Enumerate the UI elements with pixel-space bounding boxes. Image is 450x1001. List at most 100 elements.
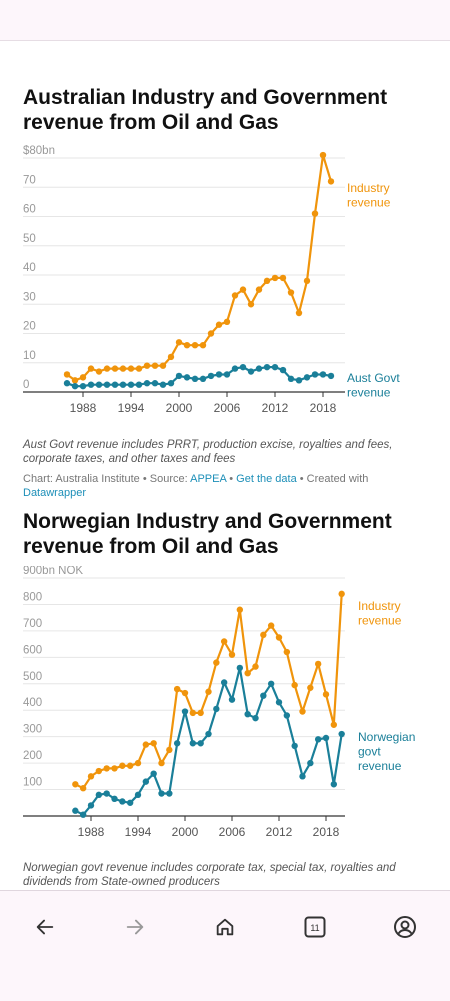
datawrapper-link[interactable]: Datawrapper	[23, 487, 86, 499]
chart2-series-govt-point	[87, 802, 95, 809]
chart2-series-govt-point	[150, 770, 157, 777]
tabs-button[interactable]: 11	[293, 905, 337, 949]
chart2-x-tick-label: 2018	[313, 825, 340, 839]
chart2-y-tick-label: 600	[23, 644, 42, 656]
chart1-series-govt-point	[295, 377, 303, 384]
chart1-series-govt-point	[271, 363, 279, 371]
chart1-series-industry-point	[151, 362, 159, 369]
chart1-series-govt-point	[143, 380, 151, 387]
credit-prefix: Chart: Australia Institute • Source:	[23, 473, 191, 485]
chart1-series-govt-point	[95, 381, 103, 388]
chart2-series-industry-point	[119, 762, 126, 769]
browser-bottom-nav: 11	[0, 890, 450, 1001]
chart1-series-industry-point	[223, 318, 231, 325]
chart2-series-govt-point	[275, 699, 283, 706]
chart2-series-govt-label: revenue	[358, 759, 402, 773]
chart1-series-govt-point	[303, 374, 311, 381]
chart2-series-industry-point	[283, 648, 291, 656]
chart2-x-tick-label: 1988	[78, 825, 105, 839]
chart1-series-industry-point	[71, 377, 79, 384]
chart2-y-tick-label: 400	[23, 697, 42, 709]
chart1-series-govt-point	[159, 381, 167, 388]
chart1-series-govt-point	[103, 381, 111, 388]
chart1-series-govt-point	[207, 372, 215, 380]
chart2-series-govt-point	[197, 740, 204, 747]
chart1-series-industry-point	[287, 289, 295, 296]
chart2-series-govt-point	[189, 740, 197, 747]
chart1-y-tick-label: 50	[23, 233, 36, 245]
chart2-series-govt-point	[322, 734, 330, 742]
chart2-series-industry-point	[322, 691, 330, 698]
chart2-series-industry-point	[299, 708, 306, 715]
chart1-series-govt-point	[199, 375, 207, 383]
chart1-series-govt-point	[279, 366, 287, 374]
chart2-series-govt-point	[252, 714, 259, 722]
chart1-series-govt-point	[167, 380, 175, 387]
chart1-x-tick-label: 2012	[262, 401, 289, 415]
chart2-y-tick-label: 800	[23, 591, 42, 603]
chart2-y-tick-label: 100	[23, 777, 42, 789]
chart2-series-industry-point	[314, 660, 322, 668]
chart2-series-govt-point	[103, 790, 110, 797]
chart2-series-govt-point	[79, 811, 87, 818]
chart1-series-industry-point	[63, 371, 71, 378]
chart1-title: Australian Industry and Government reven…	[23, 86, 388, 134]
chart2-plot: 900bn NOK 800 700 600 500 400 300 200 100 1988 199…	[23, 566, 415, 839]
chart1-series-industry-point	[135, 365, 143, 372]
chart2-series-govt-point	[158, 790, 165, 797]
chart1-series-industry-point	[263, 277, 271, 285]
chart2-x-tick-label: 2006	[219, 825, 246, 839]
chart2-note: Norwegian govt revenue includes corporat…	[23, 862, 396, 888]
chart2-x-tick-label: 2000	[172, 825, 199, 839]
tabs-count: 11	[310, 923, 319, 933]
chart1-series-govt-point	[135, 381, 143, 388]
chart1-series-govt-point	[87, 381, 95, 388]
chart1-series-industry-point	[279, 274, 287, 282]
chart2-series-govt-point	[142, 778, 150, 785]
chart1-series-industry-point	[183, 342, 191, 349]
chart1-y-tick-label: 0	[23, 379, 29, 391]
chart2-series-industry-point	[197, 709, 204, 717]
chart2-series-govt-point	[283, 712, 291, 719]
chart1-series-industry-point	[175, 339, 183, 346]
chart2-series-industry-point	[330, 721, 338, 728]
chart1-series-industry-point	[111, 365, 119, 372]
chart2-series-govt-point	[111, 795, 118, 803]
chart2-series-industry-point	[126, 762, 134, 769]
chart1-series-industry-point	[215, 321, 223, 328]
home-button[interactable]	[203, 905, 247, 949]
chart2-series-industry-point	[181, 689, 189, 697]
chart1-series-govt-point	[239, 363, 247, 371]
chart1-series-industry-point	[207, 330, 215, 337]
chart1-y-tick-label: 40	[23, 262, 36, 274]
chart1-series-industry-point	[271, 274, 279, 282]
forward-button[interactable]	[113, 905, 157, 949]
chart2-series-industry-point	[267, 622, 275, 629]
account-button[interactable]	[383, 905, 427, 949]
back-button[interactable]	[23, 905, 67, 949]
chart1-series-govt-point	[287, 375, 295, 383]
chart1-series-industry-point	[247, 301, 255, 308]
chart2-series-govt-label: govt	[358, 745, 381, 759]
chart1-series-industry-point	[303, 277, 311, 285]
source-link[interactable]: APPEA	[190, 473, 227, 485]
chart2-series-industry-point	[134, 759, 142, 767]
chart2-series-industry-point	[166, 746, 173, 754]
chart1-series-industry-point	[143, 362, 151, 369]
chart1-series-industry-point	[311, 210, 319, 217]
chart2-title: Norwegian Industry and Government revenu…	[23, 510, 392, 558]
chart2-series-govt-point	[213, 705, 220, 713]
chart1-series-industry-label: revenue	[347, 196, 391, 210]
chart2-series-industry-point	[338, 590, 345, 598]
chart2-series-industry-point	[150, 740, 157, 747]
chart2-y-tick-label: 500	[23, 671, 42, 683]
get-data-link[interactable]: Get the data	[236, 473, 297, 485]
chart1-series-govt-point	[127, 381, 135, 388]
chart1-series-industry-point	[199, 342, 207, 349]
chart2-series-govt-point	[134, 791, 142, 799]
chart2-series-industry-point	[236, 606, 244, 613]
chart2-series-industry-point	[72, 781, 79, 788]
chart1-series-govt-point	[175, 372, 183, 380]
back-arrow-icon	[36, 919, 54, 935]
chart2-series-govt-point	[95, 791, 103, 799]
